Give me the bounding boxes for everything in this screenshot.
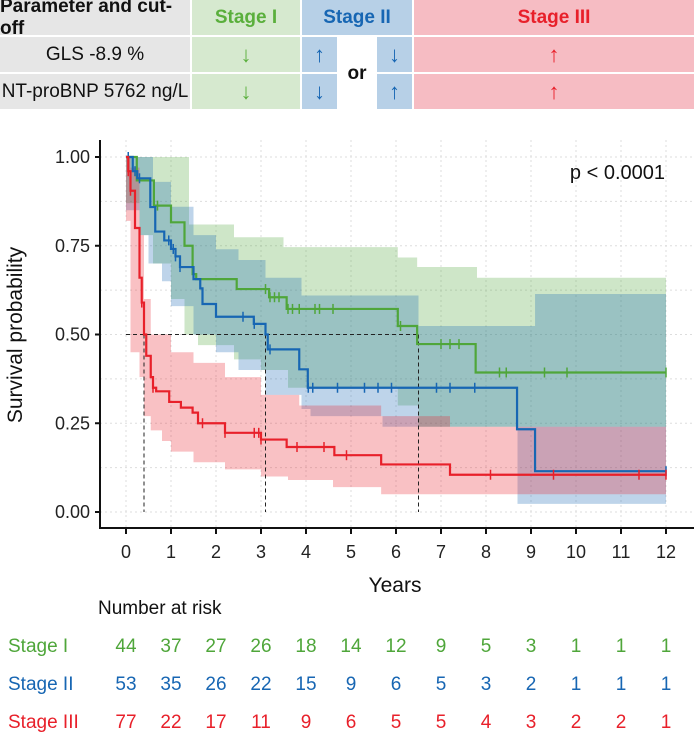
x-tick-label: 7 (436, 542, 446, 562)
x-tick-label: 10 (566, 542, 586, 562)
header-stage2: Stage II (302, 0, 412, 35)
x-tick-label: 5 (346, 542, 356, 562)
risk-count: 1 (661, 636, 672, 657)
risk-count: 44 (115, 636, 137, 657)
risk-count: 6 (346, 712, 357, 733)
risk-count: 2 (571, 712, 582, 733)
header-stage3: Stage III (414, 0, 694, 35)
risk-count: 35 (160, 674, 181, 695)
header-parameter: Parameter and cut-off (0, 0, 190, 39)
risk-count: 22 (250, 674, 271, 695)
x-tick-label: 12 (656, 542, 676, 562)
arrow-icon: ↑ (302, 37, 337, 72)
risk-row-label: Stage I (8, 636, 68, 657)
arrow-icon: ↓ (192, 37, 300, 72)
risk-count: 3 (481, 674, 492, 695)
x-tick-label: 3 (256, 542, 266, 562)
risk-count: 77 (115, 712, 136, 733)
confidence-band-2 (126, 157, 666, 504)
risk-count: 3 (526, 636, 537, 657)
risk-count: 1 (616, 636, 627, 657)
risk-count: 4 (481, 712, 492, 733)
risk-count: 5 (391, 712, 402, 733)
risk-count: 5 (481, 636, 492, 657)
risk-count: 2 (526, 674, 537, 695)
row-ntprobnp-parameter: NT-proBNP 5762 ng/L (0, 74, 190, 109)
x-tick-label: 8 (481, 542, 491, 562)
risk-count: 11 (251, 712, 271, 733)
x-tick-label: 11 (612, 542, 631, 562)
risk-count: 15 (295, 674, 316, 695)
risk-count: 5 (436, 674, 447, 695)
risk-count: 27 (205, 636, 226, 657)
risk-count: 9 (346, 674, 357, 695)
arrow-icon: ↑ (377, 74, 412, 109)
x-tick-label: 6 (391, 542, 401, 562)
y-tick-label: 0.00 (55, 502, 90, 522)
or-label: or (347, 62, 367, 84)
risk-count: 1 (571, 674, 582, 695)
risk-count: 1 (661, 674, 672, 695)
arrow-icon: ↓ (377, 37, 412, 72)
x-axis-label: Years (369, 574, 422, 597)
risk-count: 2 (616, 712, 627, 733)
x-tick-label: 9 (526, 542, 536, 562)
risk-count: 5 (436, 712, 447, 733)
risk-count: 14 (340, 636, 362, 657)
risk-row-label: Stage III (8, 712, 79, 733)
x-tick-label: 4 (301, 542, 311, 562)
risk-count: 12 (385, 636, 406, 657)
risk-count: 3 (526, 712, 537, 733)
y-tick-label: 0.25 (55, 413, 90, 433)
x-tick-label: 0 (121, 542, 131, 562)
survival-curve-3 (126, 155, 666, 476)
x-tick-label: 2 (211, 542, 221, 562)
confidence-band-1 (126, 157, 666, 427)
row-gls-parameter: GLS -8.9 % (0, 37, 190, 72)
risk-table-title: Number at risk (98, 598, 222, 619)
arrow-icon: ↑ (414, 37, 694, 72)
header-stage1: Stage I (192, 0, 300, 35)
risk-count: 9 (436, 636, 447, 657)
risk-count: 1 (661, 712, 672, 733)
risk-row-label: Stage II (8, 674, 74, 695)
risk-count: 37 (160, 636, 181, 657)
survival-curve-2 (126, 155, 666, 473)
y-tick-label: 0.50 (55, 325, 90, 345)
y-axis-label: Survival probability (4, 246, 27, 423)
risk-count: 1 (616, 674, 627, 695)
x-tick-label: 1 (166, 542, 176, 562)
confidence-band-3 (126, 157, 666, 495)
arrow-icon: ↑ (414, 74, 694, 109)
risk-count: 53 (115, 674, 136, 695)
risk-count: 9 (301, 712, 312, 733)
y-tick-label: 1.00 (55, 147, 90, 167)
risk-count: 26 (205, 674, 226, 695)
risk-count: 22 (160, 712, 181, 733)
risk-count: 26 (250, 636, 271, 657)
risk-count: 1 (571, 636, 582, 657)
risk-count: 6 (391, 674, 402, 695)
arrow-icon: ↓ (302, 74, 337, 109)
p-value: p < 0.0001 (570, 162, 665, 184)
arrow-icon: ↓ (192, 74, 300, 109)
y-tick-label: 0.75 (55, 236, 90, 256)
risk-count: 18 (295, 636, 316, 657)
risk-count: 17 (205, 712, 226, 733)
